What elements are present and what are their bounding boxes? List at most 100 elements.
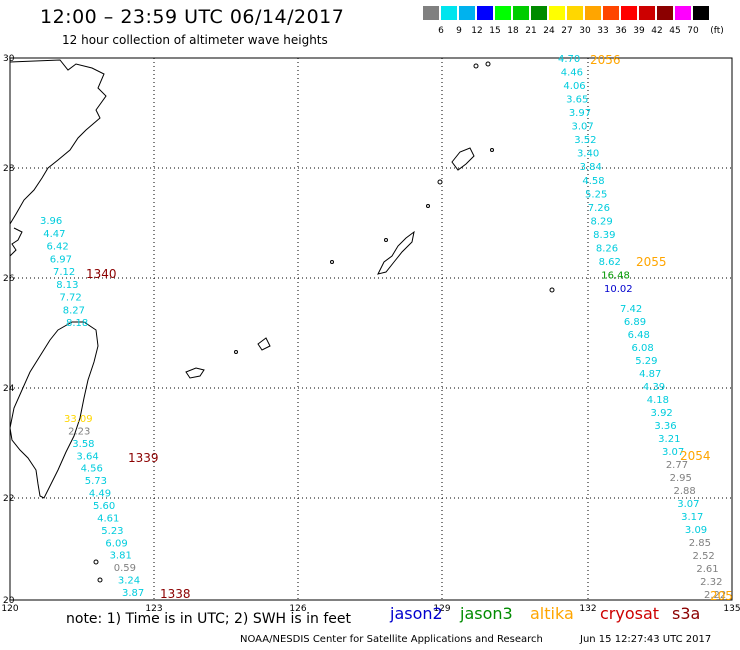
wave-height-label: 2.32 [700,577,722,588]
lat-lon-grid: 120 123 126 129 132 135 30 28 26 24 22 20 [1,54,740,614]
wave-height-label: 4.47 [43,229,65,240]
wave-height-label: 8.39 [593,230,615,241]
lat-tick-label: 26 [3,274,15,284]
wave-height-label: 3.07 [572,122,594,133]
lon-tick-label: 123 [145,604,162,614]
legend-altika: altika [530,604,574,623]
wave-height-label: 6.48 [628,330,650,341]
wave-height-label: 2.61 [696,564,718,575]
wave-height-label: 2.22 [704,590,726,601]
wave-height-label: 0.59 [114,563,136,574]
lon-tick-label: 129 [433,604,450,614]
colorbar-tick-label: 6 [438,26,444,36]
colorbar-swatch [531,6,547,20]
wave-height-label: 3.87 [122,588,144,599]
islet [490,148,494,152]
islet [426,204,430,208]
islet [485,61,491,67]
chart-subtitle: 12 hour collection of altimeter wave hei… [62,33,328,47]
footnote: note: 1) Time is in UTC; 2) SWH is in fe… [66,611,352,627]
lat-tick-label: 20 [3,596,15,606]
colorbar-swatch [549,6,565,20]
wave-height-label: 4.87 [639,369,661,380]
wave-height-label: 5.73 [85,476,107,487]
wave-height-label: 4.58 [582,176,604,187]
wave-height-label: 3.09 [685,525,707,536]
wave-height-label: 4.61 [97,513,119,524]
wave-height-label: 4.46 [561,68,583,79]
amami-coast [451,147,475,171]
colorbar-swatch [495,6,511,20]
wave-height-label: 3.65 [566,95,588,106]
wave-height-label: 2.52 [693,551,715,562]
islet [473,63,479,69]
colorbar-tick-label: 36 [615,26,627,36]
colorbar-swatch [441,6,457,20]
wave-height-label: 4.39 [643,382,665,393]
taiwan-coast [9,321,99,499]
colorbar-swatch [657,6,673,20]
okinawa-coast [377,230,415,275]
colorbar-tick-label: 70 [687,26,699,36]
colorbar-swatch [477,6,493,20]
pass-number-label: 1340 [86,267,117,281]
islet [234,350,238,354]
wave-height-label: 10.02 [604,284,633,295]
colorbar-swatch [621,6,637,20]
wave-height-label: 6.89 [624,317,646,328]
colorbar-swatch [459,6,475,20]
colorbar-unit: (ft) [710,26,724,36]
colorbar-tick-label: 9 [456,26,462,36]
wave-height-label: 7.12 [53,267,75,278]
lat-tick-label: 30 [3,54,15,64]
legend-jason3: jason3 [460,604,513,623]
wave-height-label: 8.26 [596,243,618,254]
wave-height-label: 3.97 [569,108,591,119]
pass-number-label: 2056 [590,53,621,67]
wave-height-label: 7.72 [60,293,82,304]
timestamp: Jun 15 12:27:43 UTC 2017 [580,634,712,645]
lon-tick-label: 135 [723,604,740,614]
wave-height-label: 4.18 [647,395,669,406]
wave-height-label: 3.52 [574,135,596,146]
wave-height-label: 6.42 [47,242,69,253]
lat-tick-label: 28 [3,164,15,174]
wave-height-label: 3.40 [577,149,599,160]
wave-height-label: 3.36 [654,421,676,432]
wave-height-label: 3.07 [662,447,684,458]
wave-height-label: 4.70 [558,54,580,65]
colorbar-tick-label: 27 [561,26,573,36]
wave-height-label: 3.24 [118,576,140,587]
wave-height-label: 3.81 [110,551,132,562]
map-frame [9,57,733,601]
wave-height-label: 6.97 [50,254,72,265]
pass-number-label: 1338 [160,587,191,601]
colorbar-tick-label: 21 [525,26,537,36]
wave-height-label: 4.49 [89,489,111,500]
lat-tick-label: 22 [3,494,14,504]
wave-height-label: 8.29 [590,216,612,227]
wave-readings: 3.96 4.47 6.426.97 7.12 8.13 7.728.27 8.18 33.0… [40,53,733,603]
wave-height-label: 7.42 [620,304,642,315]
lat-tick-label: 24 [3,384,15,394]
colorbar-tick-label: 45 [669,26,681,36]
chart-title: 12:00 – 23:59 UTC 06/14/2017 [40,6,345,28]
wave-height-label: 8.62 [599,257,621,268]
colorbar-swatch [423,6,439,20]
pass-number-label: 1339 [128,451,159,465]
lon-tick-label: 132 [579,604,596,614]
colorbar-swatch [567,6,583,20]
wave-height-label: 5.23 [101,526,123,537]
colorbar-tick-label: 39 [633,26,645,36]
colorbar-tick-label: 24 [543,26,555,36]
wave-height-label: 8.18 [66,318,88,329]
wave-height-label: 8.13 [56,280,78,291]
islet [549,287,555,293]
wave-height-label: 2.88 [673,486,695,497]
wave-height-label: 8.27 [63,305,85,316]
legend-jason2: jason2 [390,604,443,623]
wave-height-label: 4.06 [563,81,585,92]
colorbar-tick-label: 30 [579,26,591,36]
miyako-coast [257,337,271,351]
